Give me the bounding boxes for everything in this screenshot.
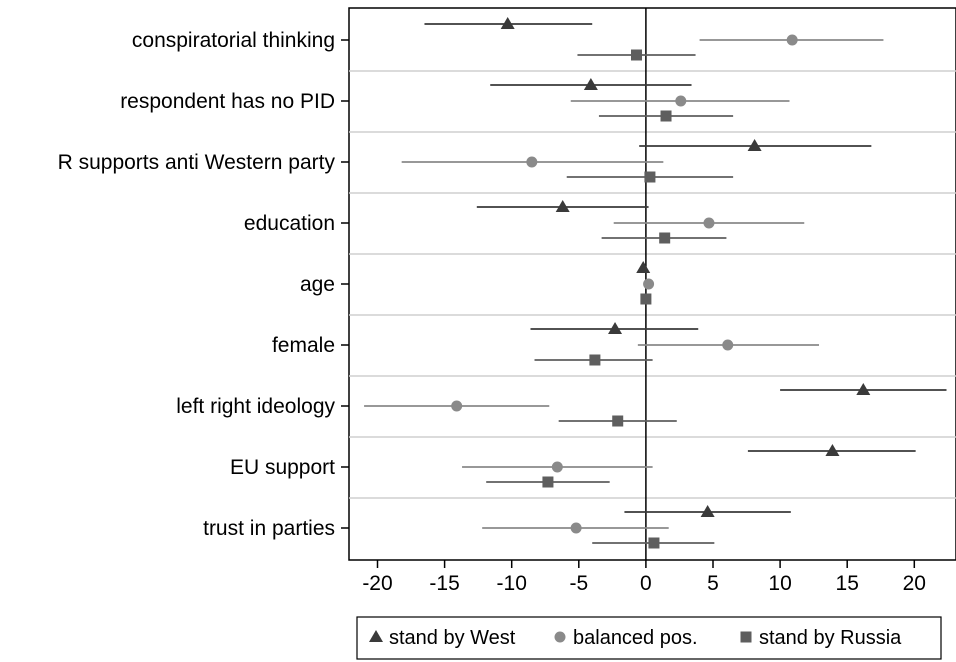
category-label: R supports anti Western party [58, 151, 336, 174]
point-circle [554, 631, 566, 643]
point-circle [551, 461, 563, 473]
point-triangle [369, 630, 383, 642]
point-circle [722, 339, 734, 351]
x-tick-label: -5 [569, 572, 588, 595]
legend: stand by West balanced pos. stand by Russi… [356, 616, 942, 660]
point-square [740, 631, 752, 643]
x-tick-label: 5 [707, 572, 719, 595]
point-square [589, 354, 601, 366]
point-triangle [856, 383, 871, 395]
point-circle [570, 522, 582, 534]
series-balanced-pos- [364, 34, 884, 534]
point-circle [786, 34, 798, 46]
x-tick-label: -10 [497, 572, 527, 595]
point-circle [675, 95, 687, 107]
x-tick-label: -15 [429, 572, 459, 595]
category-label: female [272, 334, 335, 357]
x-tick-label: 10 [768, 572, 791, 595]
point-square [612, 415, 624, 427]
category-label: left right ideology [176, 395, 335, 418]
category-labels: conspiratorial thinking respondent has no… [58, 29, 349, 540]
point-triangle [500, 17, 515, 29]
point-circle [643, 278, 655, 290]
point-circle [703, 217, 715, 229]
point-square [542, 476, 554, 488]
legend-label: stand by West [389, 627, 516, 649]
point-triangle [636, 261, 651, 273]
category-label: age [300, 273, 335, 296]
point-square [644, 171, 656, 183]
point-square [659, 232, 671, 244]
x-tick-label: -20 [362, 572, 392, 595]
point-triangle [583, 78, 598, 90]
category-separators [349, 70, 956, 499]
series-stand-by-west [424, 17, 947, 517]
point-triangle [555, 200, 570, 212]
point-triangle [825, 444, 840, 456]
category-label: education [244, 212, 335, 235]
point-square [631, 49, 643, 61]
series-stand-by-russia [486, 49, 734, 549]
point-triangle [700, 505, 715, 517]
x-tick-label: 0 [640, 572, 652, 595]
category-label: conspiratorial thinking [132, 29, 335, 52]
point-circle [526, 156, 538, 168]
legend-box [356, 616, 942, 660]
point-square [648, 537, 660, 549]
legend-label: stand by Russia [759, 627, 902, 649]
legend-label: balanced pos. [573, 627, 698, 649]
x-tick-label: 20 [903, 572, 926, 595]
point-triangle [608, 322, 623, 334]
category-label: trust in parties [203, 517, 335, 540]
category-label: EU support [230, 456, 335, 479]
x-tick-label: 15 [836, 572, 859, 595]
category-label: respondent has no PID [120, 90, 335, 113]
point-square [640, 293, 652, 305]
point-circle [451, 400, 463, 412]
x-axis-ticks: -20 -15 -10 -5 0 5 10 15 20 [362, 560, 926, 595]
series-marks [364, 17, 947, 549]
point-square [660, 110, 672, 122]
point-triangle [747, 139, 762, 151]
